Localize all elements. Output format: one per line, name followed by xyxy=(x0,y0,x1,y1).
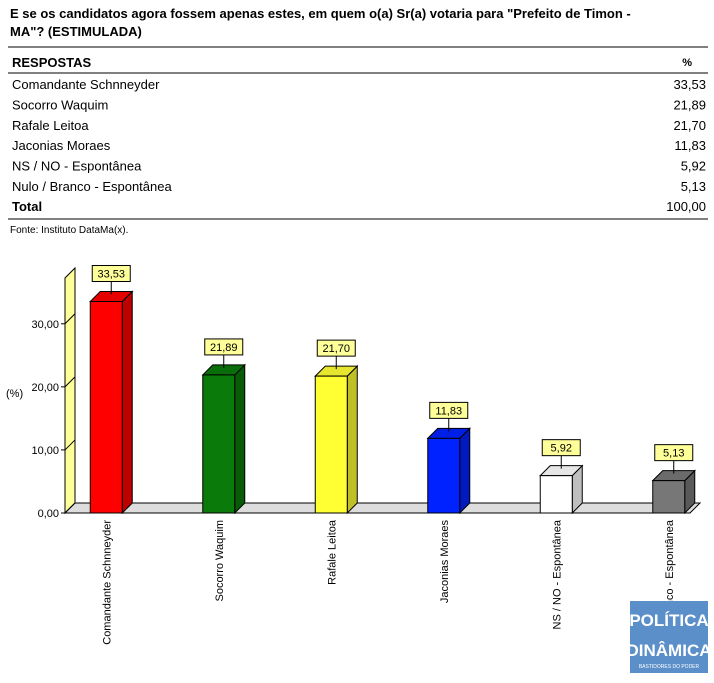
value-label: 5,92 xyxy=(551,443,572,455)
total-label: Total xyxy=(12,199,42,214)
wall-grid xyxy=(64,376,76,388)
value-label-box xyxy=(541,439,581,457)
row-label: Rafale Leitoa xyxy=(12,118,89,133)
value-label: 21,70 xyxy=(322,343,350,355)
chart-floor xyxy=(63,502,702,514)
watermark-text: DINÂMICA xyxy=(627,641,712,660)
value-label: 21,89 xyxy=(210,342,238,354)
row-value: 11,83 xyxy=(674,138,706,153)
y-axis-label: (%) xyxy=(6,388,23,400)
row-label: NS / NO - Espontânea xyxy=(12,159,142,174)
x-tick-label: Comandante Schnneyder xyxy=(101,520,113,645)
watermark-text: POLÍTICA xyxy=(629,611,708,630)
bar xyxy=(314,375,348,514)
row-value: 5,13 xyxy=(681,179,706,194)
row-label: Socorro Waquim xyxy=(12,97,108,112)
bar-side xyxy=(459,427,471,515)
value-label-box xyxy=(204,338,244,356)
wall-grid xyxy=(64,439,76,451)
question: E se os candidatos agora fossem apenas e… xyxy=(10,6,631,21)
row-label: Comandante Schnneyder xyxy=(12,77,160,92)
x-tick-label: Socorro Waquim xyxy=(214,520,226,602)
y-tick-label: 10,00 xyxy=(31,445,59,457)
row-value: 21,89 xyxy=(673,97,706,112)
question: MA"? (ESTIMULADA) xyxy=(10,24,142,39)
bar xyxy=(539,475,573,514)
wall-grid xyxy=(64,313,76,325)
value-label-box xyxy=(654,444,694,462)
value-label: 5,13 xyxy=(663,448,684,460)
value-label-box xyxy=(91,265,131,283)
value-label-box xyxy=(429,401,469,419)
value-label: 11,83 xyxy=(435,405,462,417)
x-tick-label: NS / NO - Espontânea xyxy=(551,519,563,629)
y-tick-label: 0,00 xyxy=(38,508,59,520)
row-label: Nulo / Branco - Espontânea xyxy=(12,179,172,194)
bar-side xyxy=(346,364,358,515)
value-label-box xyxy=(316,339,356,357)
value-label: 33,53 xyxy=(97,269,125,281)
x-tick-label: Jaconias Moraes xyxy=(439,520,451,604)
row-value: 21,70 xyxy=(673,118,706,133)
bar xyxy=(202,374,236,514)
watermark-tagline: BASTIDORES DO PODER xyxy=(639,664,700,670)
total-value: 100,00 xyxy=(666,199,706,214)
row-value: 5,92 xyxy=(681,159,706,174)
wall-grid xyxy=(64,502,76,514)
table-header: RESPOSTAS xyxy=(12,55,92,70)
bar-side xyxy=(234,363,246,515)
source: Fonte: Instituto DataMa(x). xyxy=(10,225,128,236)
row-label: Jaconias Moraes xyxy=(12,138,111,153)
x-tick-label: Rafale Leitoa xyxy=(326,519,338,585)
bar xyxy=(89,301,123,514)
y-tick-label: 20,00 xyxy=(31,382,59,394)
row-value: 33,53 xyxy=(673,77,706,92)
watermark xyxy=(630,601,708,673)
bar-side xyxy=(121,290,133,515)
chart-wall xyxy=(64,266,76,515)
y-tick-label: 30,00 xyxy=(31,319,59,331)
table-header: % xyxy=(682,57,692,69)
bar xyxy=(427,437,461,514)
bar xyxy=(652,480,686,514)
